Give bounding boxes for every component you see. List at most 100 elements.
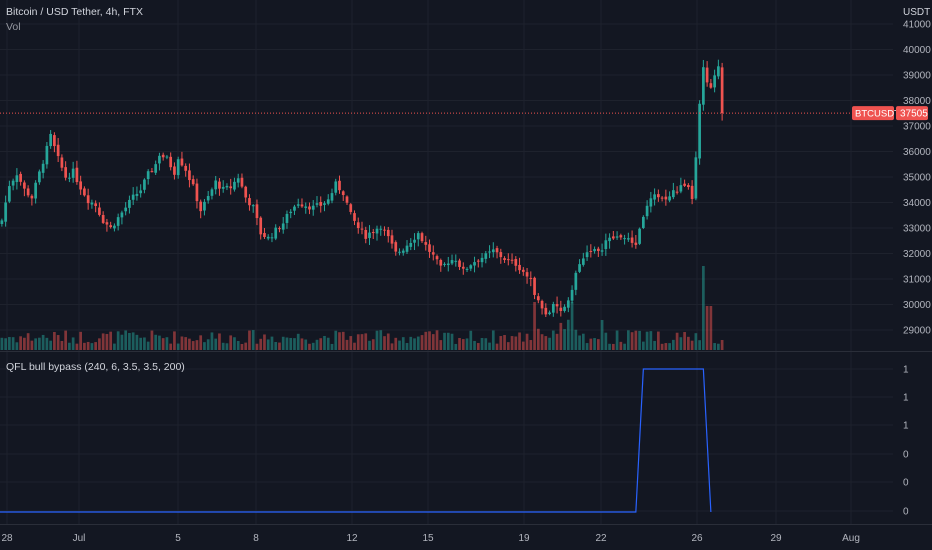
- candle-body: [304, 206, 308, 208]
- volume-bar: [266, 339, 270, 350]
- volume-bar: [11, 337, 15, 350]
- candle-body: [409, 242, 413, 247]
- candle-body: [34, 182, 37, 199]
- indicator-tick-label: 1: [903, 365, 909, 376]
- candle-body: [416, 233, 420, 240]
- candle-body: [53, 135, 56, 147]
- candle-body: [56, 144, 60, 157]
- volume-bar: [499, 336, 503, 350]
- volume-bar: [23, 337, 26, 350]
- volume-bar: [529, 340, 533, 350]
- candle-body: [71, 168, 75, 178]
- volume-bar: [94, 342, 98, 350]
- volume-bar: [435, 330, 439, 350]
- price-tick-label: 35000: [903, 173, 931, 184]
- candle-body: [165, 156, 169, 158]
- candle-body: [619, 235, 623, 238]
- volume-bar: [75, 343, 79, 350]
- candle-body: [566, 300, 570, 308]
- candle-body: [555, 304, 559, 307]
- volume-bar: [653, 340, 656, 350]
- volume-bar: [113, 343, 116, 350]
- candle-body: [161, 154, 165, 158]
- candle-body: [30, 195, 34, 199]
- time-tick-label: 8: [253, 533, 259, 544]
- time-tick-label: 12: [346, 533, 358, 544]
- volume-bar: [308, 343, 311, 350]
- volume-bar: [90, 343, 94, 350]
- volume-bar: [263, 334, 266, 350]
- volume-bar: [173, 331, 176, 350]
- volume-bar: [259, 338, 263, 350]
- indicator-axis[interactable]: 1 1 1 0 0 0: [903, 365, 909, 518]
- volume-bar: [353, 342, 356, 350]
- volume-bar: [195, 340, 199, 350]
- volume-bar: [585, 343, 589, 350]
- volume-bar: [660, 343, 664, 350]
- candle-body: [289, 211, 293, 214]
- indicator-legend[interactable]: QFL bull bypass (240, 6, 3.5, 3.5, 200): [6, 361, 185, 373]
- volume-bar: [690, 340, 694, 350]
- candle-body: [214, 180, 218, 190]
- candle-body: [26, 188, 30, 196]
- candle-body: [334, 181, 338, 193]
- candle-body: [518, 264, 521, 271]
- volume-bar: [255, 343, 259, 350]
- volume-bar: [116, 331, 120, 350]
- volume-bar: [566, 319, 570, 350]
- candle-body: [349, 204, 353, 212]
- price-tick-label: 39000: [903, 71, 931, 82]
- volume-bar: [615, 330, 619, 350]
- candle-body: [690, 185, 694, 199]
- candle-body: [311, 205, 315, 210]
- volume-bar: [143, 337, 146, 350]
- candle-body: [180, 158, 184, 166]
- volume-bar: [368, 340, 371, 350]
- candle-body: [184, 165, 188, 171]
- last-price-badge: [896, 106, 928, 121]
- candle-body: [521, 269, 525, 272]
- candle-body: [375, 228, 379, 234]
- candle-body: [694, 157, 698, 199]
- volume-bar: [578, 335, 581, 350]
- candle-body: [581, 258, 585, 265]
- volume-bar: [413, 338, 416, 350]
- volume-bar: [19, 336, 22, 350]
- time-axis[interactable]: 28 Jul 5 8 12 15 19 22 26 29 Aug: [1, 533, 859, 544]
- volume-bar: [323, 335, 326, 350]
- candle-body: [150, 171, 154, 173]
- chart-title[interactable]: Bitcoin / USD Tether, 4h, FTX: [6, 6, 143, 18]
- price-axis[interactable]: 41000 40000 39000 38000 37000 36000 35000 34000…: [903, 20, 931, 337]
- price-tick-label: 30000: [903, 300, 931, 311]
- last-price-tag: BTCUSDT 37505: [852, 106, 928, 121]
- volume-bar: [488, 342, 491, 350]
- volume-bar: [4, 338, 7, 350]
- volume-bar: [274, 341, 278, 350]
- candle-body: [15, 175, 19, 183]
- candle-body: [540, 300, 544, 309]
- volume-bar: [401, 337, 405, 350]
- volume-bar: [604, 332, 608, 350]
- candle-body: [480, 257, 484, 263]
- volume-bar: [469, 330, 473, 350]
- volume-bar: [8, 337, 11, 350]
- volume-bar: [705, 306, 709, 350]
- candle-body: [326, 199, 330, 204]
- candle-body: [83, 188, 86, 196]
- candle-body: [465, 268, 469, 270]
- volume-bar: [533, 302, 536, 350]
- candle-body: [578, 264, 581, 272]
- volume-bar: [68, 342, 71, 350]
- grid-lines: [0, 0, 893, 524]
- candle-body: [645, 205, 649, 217]
- candle-body: [390, 235, 394, 244]
- volume-bar: [158, 335, 161, 350]
- volume-bar: [326, 337, 330, 350]
- volume-bar: [278, 342, 281, 350]
- volume-bar: [60, 340, 64, 350]
- volume-bar: [375, 330, 379, 350]
- candle-body: [634, 242, 638, 245]
- candle-body: [285, 213, 289, 223]
- volume-legend[interactable]: Vol: [6, 21, 21, 33]
